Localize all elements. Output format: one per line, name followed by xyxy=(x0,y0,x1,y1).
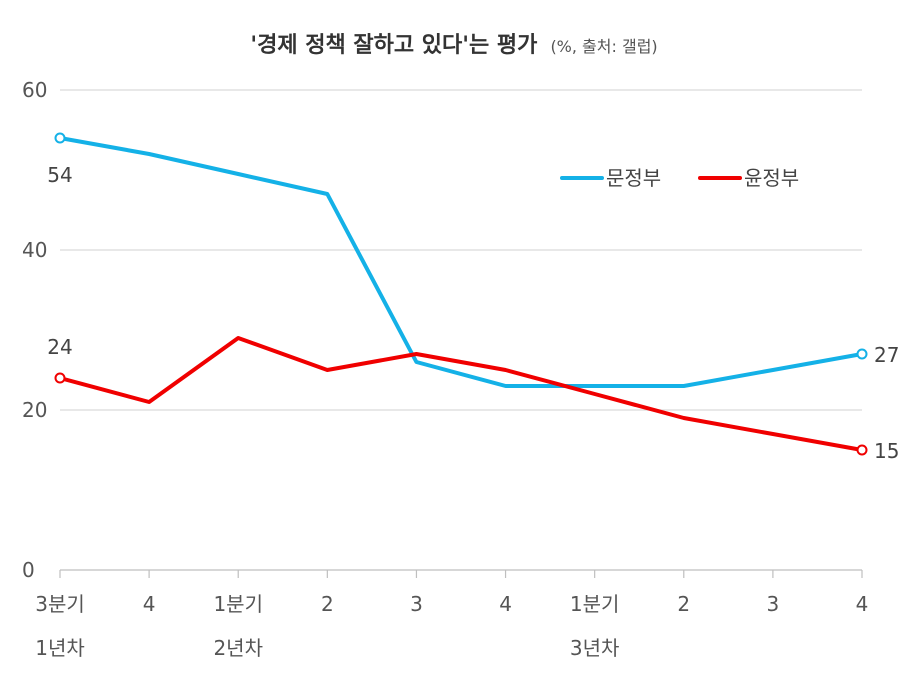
x-tick-label-8: 3 xyxy=(767,592,780,616)
chart-title: '경제 정책 잘하고 있다'는 평가 (%, 출처: 갤럽) xyxy=(250,33,657,58)
x-tick-label-1: 4 xyxy=(143,592,156,616)
x-tick-label-5: 4 xyxy=(499,592,512,616)
data-labels: 54 27 24 15 xyxy=(47,163,899,463)
x-tick-label-6: 1분기 xyxy=(570,592,620,616)
y-tick-label-60: 60 xyxy=(22,78,47,102)
legend-label-1: 윤정부 xyxy=(744,166,799,190)
series-lines xyxy=(54,132,868,456)
series-line-1 xyxy=(58,336,864,452)
x-tick-label-7: 2 xyxy=(677,592,690,616)
y-tick-label-40: 40 xyxy=(22,238,47,262)
legend-label-0: 문정부 xyxy=(606,166,661,190)
chart-subtitle: (%, 출처: 갤럽) xyxy=(550,37,657,56)
x-group-label-0: 1년차 xyxy=(35,636,85,660)
x-tick-label-4: 3 xyxy=(410,592,423,616)
x-tick-label-2: 1분기 xyxy=(213,592,263,616)
x-tick-label-9: 4 xyxy=(856,592,869,616)
x-group-label-2: 2년차 xyxy=(213,636,263,660)
x-tick-label-0: 3분기 xyxy=(35,592,85,616)
x-axis xyxy=(59,569,863,578)
y-tick-label-0: 0 xyxy=(22,558,35,582)
series-0-endpoint-0 xyxy=(54,132,66,144)
chart-title-main: '경제 정책 잘하고 있다'는 평가 xyxy=(250,33,537,58)
x-tick-labels: 3분기 1년차 4 1분기 2년차 2 3 4 1분기 3년차 2 3 4 xyxy=(35,592,868,660)
data-label-series-1-9: 15 xyxy=(874,439,899,463)
x-tick-label-3: 2 xyxy=(321,592,334,616)
y-tick-label-20: 20 xyxy=(22,398,47,422)
series-line-0 xyxy=(58,136,864,388)
legend: 문정부 윤정부 xyxy=(560,166,799,190)
gridlines xyxy=(60,89,862,411)
data-label-series-1-0: 24 xyxy=(47,335,72,359)
series-1-endpoint-0 xyxy=(54,372,66,384)
x-group-label-6: 3년차 xyxy=(570,636,620,660)
series-0-endpoint-9 xyxy=(856,348,868,360)
data-label-series-0-9: 27 xyxy=(874,343,899,367)
data-label-series-0-0: 54 xyxy=(47,163,72,187)
series-1-endpoint-9 xyxy=(856,444,868,456)
y-tick-labels: 0 20 40 60 xyxy=(22,78,47,582)
